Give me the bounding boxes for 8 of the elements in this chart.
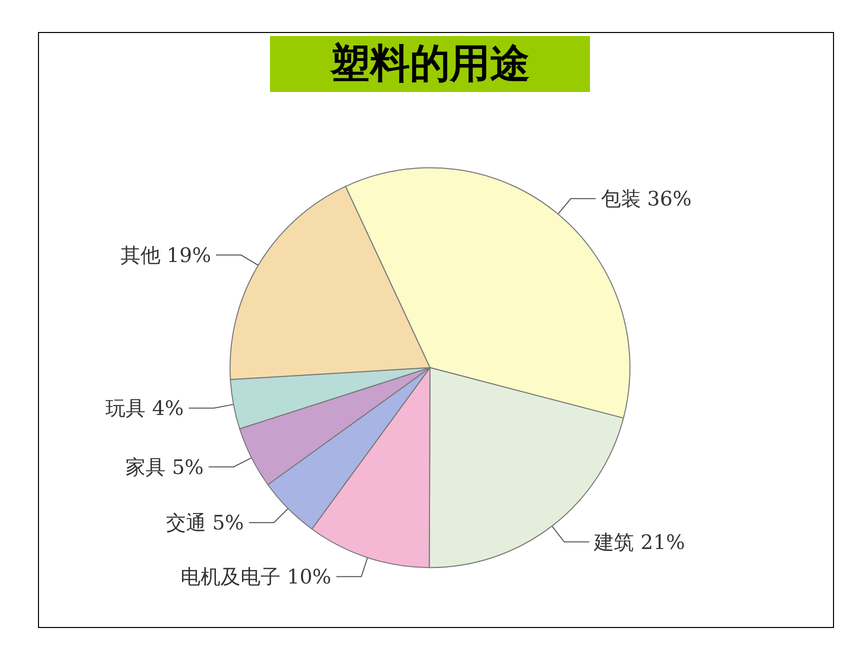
slice-label: 建筑 21% bbox=[593, 530, 686, 554]
slice-label: 电机及电子 10% bbox=[180, 564, 332, 589]
slice-label: 其他 19% bbox=[120, 243, 212, 268]
slice-label: 玩具 4% bbox=[106, 396, 184, 420]
chart-title: 塑料的用途 bbox=[329, 41, 530, 87]
slice-label: 交通 5% bbox=[166, 510, 244, 535]
slice-label: 包装 36% bbox=[600, 186, 692, 211]
slice-label: 家具 5% bbox=[126, 454, 204, 479]
